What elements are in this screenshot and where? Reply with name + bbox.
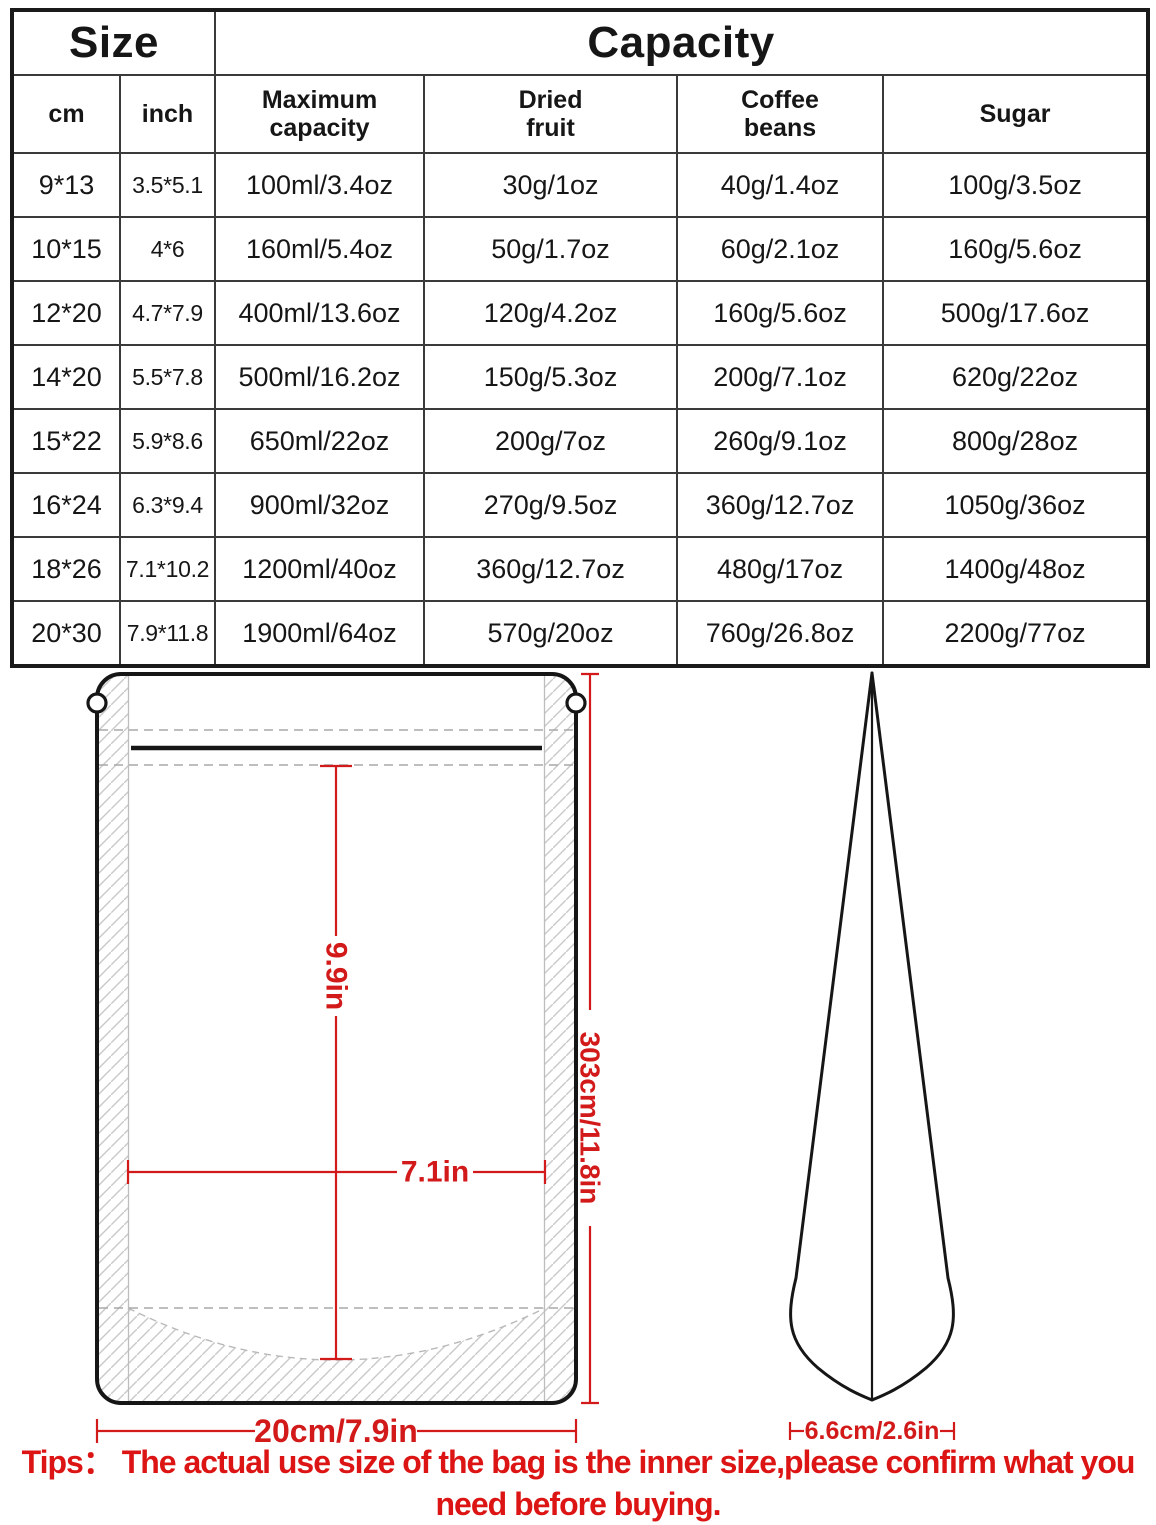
column-header-dried-fruit: Dried fruit	[423, 74, 679, 154]
bag-front-diagram: 9.9in 7.1in 303cm/11.8in 20cm/7.9in	[86, 672, 606, 1449]
left-tear-notch	[86, 692, 108, 714]
table-row: 10*15 4*6 160ml/5.4oz 50g/1.7oz 60g/2.1o…	[11, 216, 1150, 282]
cell-max-capacity: 500ml/16.2oz	[214, 344, 426, 410]
tips-line1: Tips： The actual use size of the bag is …	[21, 1444, 1136, 1480]
outer-width-dimension	[95, 1419, 578, 1443]
tips-line2: need before buying.	[435, 1486, 721, 1523]
cell-max-capacity: 1200ml/40oz	[214, 536, 426, 602]
column-header-coffee-beans: Coffee beans	[676, 74, 885, 154]
cell-coffee-beans: 260g/9.1oz	[676, 408, 885, 474]
cell-dried-fruit: 360g/12.7oz	[423, 536, 679, 602]
cell-sugar: 160g/5.6oz	[882, 216, 1150, 282]
cell-max-capacity: 650ml/22oz	[214, 408, 426, 474]
table-header-row: Size Capacity	[10, 9, 1150, 76]
cell-cm: 16*24	[11, 472, 121, 538]
left-seam-hatch	[97, 674, 128, 1403]
side-width-label: 6.6cm/2.6in	[805, 1417, 940, 1445]
cell-sugar: 620g/22oz	[882, 344, 1150, 410]
column-header-inch: inch	[118, 74, 217, 154]
table-row: 16*24 6.3*9.4 900ml/32oz 270g/9.5oz 360g…	[11, 472, 1150, 538]
table-row: 18*26 7.1*10.2 1200ml/40oz 360g/12.7oz 4…	[11, 536, 1150, 602]
cell-dried-fruit: 270g/9.5oz	[423, 472, 679, 538]
cell-dried-fruit: 120g/4.2oz	[423, 280, 679, 346]
cell-max-capacity: 100ml/3.4oz	[214, 152, 426, 218]
table-subheader-row: cm inch Maximum capacity Dried fruit Cof…	[11, 74, 1150, 154]
cell-inch: 3.5*5.1	[118, 152, 217, 218]
tips-note: Tips： The actual use size of the bag is …	[0, 1441, 1156, 1525]
column-header-max-capacity: Maximum capacity	[214, 74, 426, 154]
cell-cm: 18*26	[11, 536, 121, 602]
capacity-header: Capacity	[214, 9, 1150, 76]
cell-sugar: 1400g/48oz	[882, 536, 1150, 602]
column-header-sugar: Sugar	[882, 74, 1150, 154]
cell-inch: 5.9*8.6	[118, 408, 217, 474]
cell-inch: 4.7*7.9	[118, 280, 217, 346]
outer-width-label: 20cm/7.9in	[254, 1413, 418, 1449]
cell-inch: 7.1*10.2	[118, 536, 217, 602]
cell-dried-fruit: 200g/7oz	[423, 408, 679, 474]
bag-outline	[95, 672, 578, 1405]
size-capacity-table: Size Capacity cm inch Maximum capacity D…	[10, 8, 1151, 668]
right-tear-notch	[565, 692, 587, 714]
outer-height-label: 303cm/11.8in	[575, 1032, 606, 1205]
cell-coffee-beans: 60g/2.1oz	[676, 216, 885, 282]
table-row: 15*22 5.9*8.6 650ml/22oz 200g/7oz 260g/9…	[11, 408, 1150, 474]
table-row: 9*13 3.5*5.1 100ml/3.4oz 30g/1oz 40g/1.4…	[11, 152, 1150, 218]
cell-inch: 6.3*9.4	[118, 472, 217, 538]
side-right-edge	[870, 671, 955, 1402]
cell-max-capacity: 900ml/32oz	[214, 472, 426, 538]
cell-max-capacity: 400ml/13.6oz	[214, 280, 426, 346]
bottom-gusset-hatch	[128, 1308, 545, 1403]
cell-coffee-beans: 40g/1.4oz	[676, 152, 885, 218]
cell-coffee-beans: 480g/17oz	[676, 536, 885, 602]
table-row: 12*20 4.7*7.9 400ml/13.6oz 120g/4.2oz 16…	[11, 280, 1150, 346]
side-left-edge	[789, 671, 874, 1402]
cell-cm: 12*20	[11, 280, 121, 346]
cell-max-capacity: 160ml/5.4oz	[214, 216, 426, 282]
column-header-cm: cm	[11, 74, 121, 154]
side-width-dimension	[788, 1422, 956, 1440]
table-row: 14*20 5.5*7.8 500ml/16.2oz 150g/5.3oz 20…	[11, 344, 1150, 410]
bag-side-diagram: 6.6cm/2.6in	[788, 671, 956, 1445]
cell-dried-fruit: 50g/1.7oz	[423, 216, 679, 282]
right-seam-hatch	[545, 674, 576, 1403]
cell-coffee-beans: 160g/5.6oz	[676, 280, 885, 346]
cell-dried-fruit: 570g/20oz	[423, 600, 679, 667]
cell-coffee-beans: 360g/12.7oz	[676, 472, 885, 538]
cell-sugar: 500g/17.6oz	[882, 280, 1150, 346]
outer-height-dimension	[581, 672, 599, 1405]
cell-sugar: 1050g/36oz	[882, 472, 1150, 538]
cell-sugar: 100g/3.5oz	[882, 152, 1150, 218]
cell-sugar: 800g/28oz	[882, 408, 1150, 474]
cell-coffee-beans: 200g/7.1oz	[676, 344, 885, 410]
cell-inch: 7.9*11.8	[118, 600, 217, 667]
inner-height-label: 9.9in	[320, 942, 353, 1010]
cell-cm: 20*30	[11, 600, 121, 667]
inner-height-dimension	[320, 764, 352, 1361]
cell-inch: 5.5*7.8	[118, 344, 217, 410]
inner-width-label: 7.1in	[401, 1156, 469, 1189]
cell-dried-fruit: 150g/5.3oz	[423, 344, 679, 410]
inner-width-dimension	[126, 1160, 547, 1184]
cell-cm: 15*22	[11, 408, 121, 474]
cell-coffee-beans: 760g/26.8oz	[676, 600, 885, 667]
table-row: 20*30 7.9*11.8 1900ml/64oz 570g/20oz 760…	[11, 600, 1150, 667]
cell-dried-fruit: 30g/1oz	[423, 152, 679, 218]
cell-max-capacity: 1900ml/64oz	[214, 600, 426, 667]
cell-cm: 9*13	[11, 152, 121, 218]
cell-cm: 14*20	[11, 344, 121, 410]
cell-inch: 4*6	[118, 216, 217, 282]
cell-cm: 10*15	[11, 216, 121, 282]
cell-sugar: 2200g/77oz	[882, 600, 1150, 667]
size-header: Size	[10, 9, 217, 76]
